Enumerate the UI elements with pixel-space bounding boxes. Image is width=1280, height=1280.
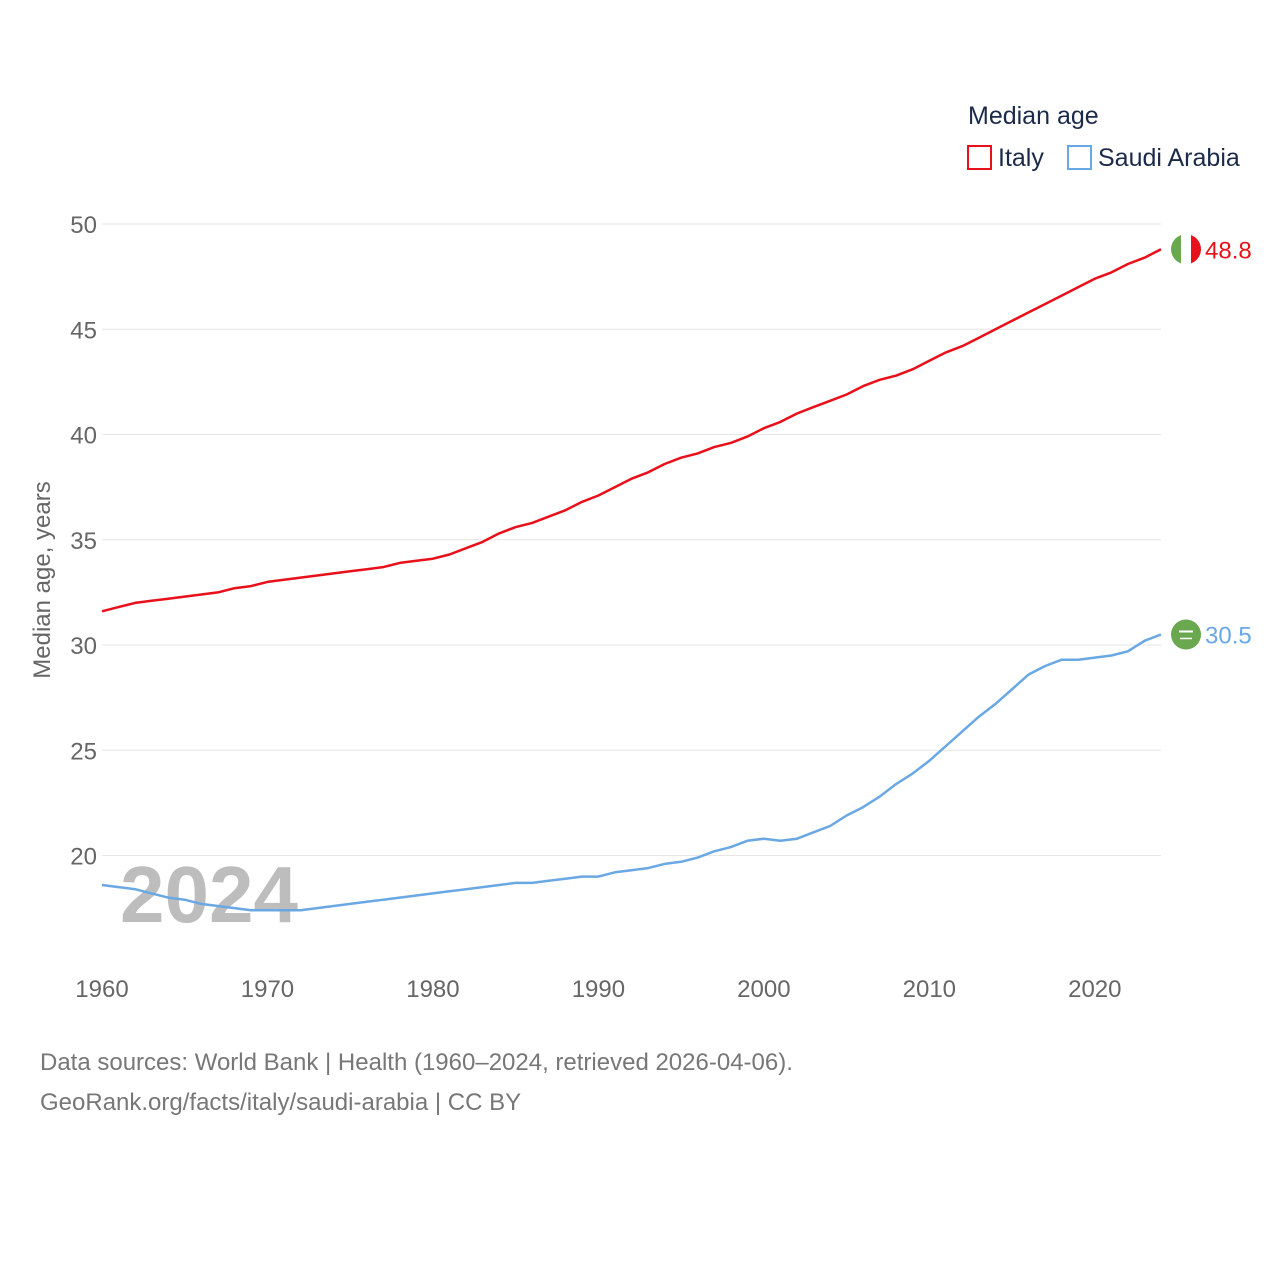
median-age-chart: 20 25 30 35 40 45 50 1960 1970 1980 1990 2000 2010 2… <box>29 102 1252 1003</box>
legend-item-saudi-arabia[interactable]: Saudi Arabia <box>1067 144 1240 172</box>
y-tick-label: 40 <box>70 423 97 450</box>
legend-swatch-italy <box>967 145 992 170</box>
data-sources-text: Data sources: World Bank | Health (1960–… <box>40 1049 793 1076</box>
y-tick-label: 50 <box>70 212 97 239</box>
x-tick-label: 1960 <box>75 976 128 1003</box>
y-tick-label: 45 <box>70 317 97 344</box>
y-axis-label: Median age, years <box>29 481 56 678</box>
italy-end-value: 48.8 <box>1205 237 1252 264</box>
license-link[interactable]: GeoRank.org/facts/italy/saudi-arabia | C… <box>40 1089 522 1116</box>
y-tick-label: 30 <box>70 633 97 660</box>
series-line-saudi-arabia[interactable] <box>101 633 1162 912</box>
legend-label-saudi-arabia: Saudi Arabia <box>1098 144 1240 172</box>
footer: Data sources: World Bank | Health (1960–… <box>40 1043 793 1123</box>
series-line-italy[interactable] <box>101 248 1162 613</box>
legend-label-italy: Italy <box>998 144 1044 172</box>
legend: Median age Italy Saudi Arabia <box>967 102 1240 172</box>
x-tick-label: 2020 <box>1068 976 1121 1003</box>
x-tick-label: 1990 <box>572 976 625 1003</box>
saudi-arabia-end-value: 30.5 <box>1205 622 1252 649</box>
y-tick-label: 35 <box>70 528 97 555</box>
year-watermark: 2024 <box>120 850 298 939</box>
series-lines <box>101 248 1162 912</box>
x-tick-label: 2010 <box>903 976 956 1003</box>
gridlines <box>102 223 1161 856</box>
x-tick-label: 1970 <box>241 976 294 1003</box>
legend-title: Median age <box>968 102 1099 130</box>
legend-swatch-saudi-arabia <box>1067 145 1092 170</box>
x-tick-label: 2000 <box>737 976 790 1003</box>
legend-item-italy[interactable]: Italy <box>967 144 1044 172</box>
x-tick-label: 1980 <box>406 976 459 1003</box>
italy-flag-icon <box>1171 234 1201 265</box>
x-axis-ticks: 1960 1970 1980 1990 2000 2010 2020 <box>75 976 1121 1003</box>
y-tick-label: 20 <box>70 844 97 871</box>
y-axis-ticks: 20 25 30 35 40 45 50 <box>70 212 97 871</box>
y-tick-label: 25 <box>70 738 97 765</box>
series-end-markers: 48.8 30.5 <box>1171 234 1252 650</box>
saudi-arabia-flag-icon <box>1171 619 1201 650</box>
